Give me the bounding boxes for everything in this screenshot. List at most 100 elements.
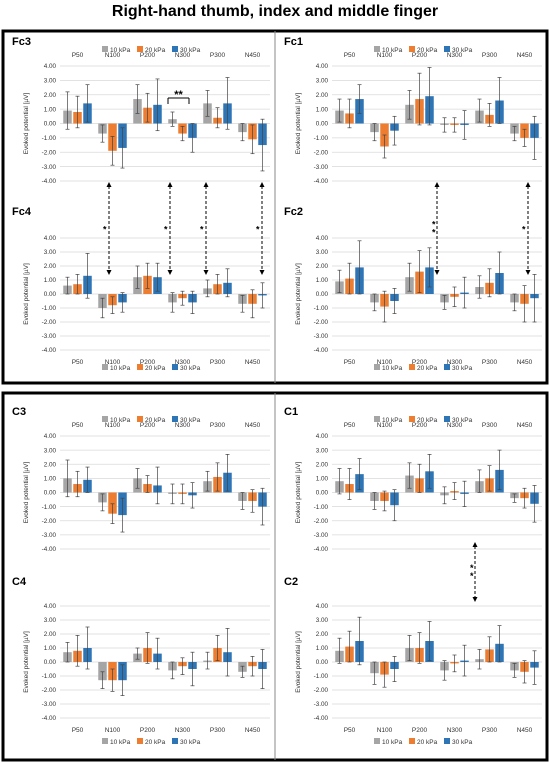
y-tick-label: -3.00: [42, 532, 57, 539]
y-tick-label: 3.00: [44, 78, 57, 85]
chart-panel-c3: C3 4.00 3.00 2.00 1.00 0.00 -1.00 -2.00 -3.00 -4.…: [12, 406, 270, 553]
y-tick-label: -2.00: [42, 319, 57, 326]
y-tick-label: -2.00: [42, 687, 57, 694]
y-tick-label: -2.00: [314, 518, 329, 525]
x-tick-label: P300: [482, 52, 498, 59]
x-tick-label: N300: [175, 727, 191, 734]
y-tick-label: 1.00: [44, 106, 57, 113]
y-tick-label: -4.00: [42, 715, 57, 722]
y-tick-label: 0.00: [316, 490, 329, 497]
legend-entry: 10 kPa: [110, 739, 131, 746]
y-tick-label: -2.00: [42, 518, 57, 525]
x-tick-label: N300: [447, 359, 463, 366]
legend-swatch: [409, 364, 415, 370]
legend-swatch: [374, 738, 380, 744]
y-tick-label: -1.00: [42, 305, 57, 312]
legend-entry: 10 kPa: [382, 47, 403, 54]
y-axis-title: Evoked potential [µV]: [23, 462, 30, 524]
y-tick-label: 0.00: [44, 121, 57, 128]
x-tick-label: N300: [447, 52, 463, 59]
y-tick-label: 1.00: [44, 645, 57, 652]
panel-label: C4: [12, 576, 27, 588]
y-tick-label: 1.00: [44, 277, 57, 284]
x-tick-label: P50: [344, 422, 356, 429]
significance-arrow: **: [432, 182, 440, 275]
x-tick-label: N100: [105, 727, 121, 734]
legend-swatch: [444, 46, 450, 52]
legend-entry: 10 kPa: [382, 365, 403, 372]
legend-entry: 10 kPa: [110, 417, 131, 424]
x-tick-label: P300: [482, 727, 498, 734]
y-tick-label: 0.00: [316, 291, 329, 298]
x-tick-label: P50: [72, 422, 84, 429]
y-tick-label: -2.00: [42, 149, 57, 156]
y-tick-label: 1.00: [316, 277, 329, 284]
y-tick-label: 3.00: [44, 447, 57, 454]
bar: [98, 662, 107, 681]
y-tick-label: -1.00: [42, 135, 57, 142]
legend-entry: 30 kPa: [452, 365, 473, 372]
panel-label: C3: [12, 406, 26, 418]
legend-entry: 20 kPa: [417, 365, 438, 372]
x-tick-label: P200: [412, 359, 428, 366]
legend-entry: 20 kPa: [145, 47, 166, 54]
y-tick-label: 0.00: [316, 659, 329, 666]
y-tick-label: -1.00: [314, 305, 329, 312]
chart-panel-fc4: Fc4 4.00 3.00 2.00 1.00 0.00 -1.00 -2.00 -3.00 -4…: [12, 206, 270, 372]
legend-entry: 10 kPa: [382, 739, 403, 746]
legend-entry: 30 kPa: [180, 365, 201, 372]
chart-panel-fc1: Fc1 4.00 3.00 2.00 1.00 0.00 -1.00 -2.00 -3.00 -4…: [284, 36, 542, 185]
y-tick-label: -3.00: [314, 532, 329, 539]
significance-arrow: *: [200, 182, 209, 275]
y-tick-label: 0.00: [44, 291, 57, 298]
chart-panel-c2: C2 4.00 3.00 2.00 1.00 0.00 -1.00 -2.00 -3.00 -4.…: [284, 576, 542, 746]
y-tick-label: -2.00: [314, 149, 329, 156]
y-tick-label: -2.00: [314, 319, 329, 326]
y-axis-title: Evoked potential [µV]: [23, 263, 30, 325]
y-tick-label: 4.00: [44, 235, 57, 242]
panel-label: Fc2: [284, 206, 303, 218]
sig-double-star: **: [174, 89, 183, 101]
sig-star: *: [522, 225, 526, 235]
x-tick-label: N450: [245, 359, 261, 366]
legend-entry: 20 kPa: [417, 417, 438, 424]
x-tick-label: P300: [210, 727, 226, 734]
sig-star: *: [470, 563, 474, 573]
y-axis-title: Evoked potential [µV]: [295, 93, 302, 155]
x-tick-label: N450: [517, 727, 533, 734]
x-tick-label: N100: [105, 359, 121, 366]
y-tick-label: 0.00: [44, 659, 57, 666]
legend-swatch: [102, 416, 108, 422]
significance-arrow: *: [103, 182, 112, 275]
y-tick-label: -1.00: [314, 504, 329, 511]
y-tick-label: 1.00: [316, 476, 329, 483]
y-tick-label: 4.00: [316, 235, 329, 242]
x-tick-label: P50: [72, 52, 84, 59]
y-tick-label: -4.00: [42, 347, 57, 354]
x-tick-label: P300: [210, 422, 226, 429]
x-tick-label: N450: [245, 52, 261, 59]
y-tick-label: -4.00: [314, 546, 329, 553]
legend-swatch: [137, 46, 143, 52]
y-tick-label: 4.00: [316, 433, 329, 440]
chart-panel-fc3: Fc3 4.00 3.00 2.00 1.00 0.00 -1.00 -2.00 -3.00 -4…: [12, 36, 270, 185]
y-tick-label: 3.00: [316, 617, 329, 624]
x-tick-label: P200: [412, 727, 428, 734]
x-tick-label: N450: [517, 422, 533, 429]
sig-star: *: [432, 228, 436, 238]
x-tick-label: N100: [377, 359, 393, 366]
legend-entry: 20 kPa: [417, 47, 438, 54]
y-tick-label: 2.00: [44, 461, 57, 468]
sig-star: *: [103, 225, 107, 235]
legend-swatch: [137, 738, 143, 744]
y-tick-label: 2.00: [316, 461, 329, 468]
x-tick-label: N100: [377, 727, 393, 734]
y-tick-label: -3.00: [42, 701, 57, 708]
y-tick-label: 2.00: [316, 631, 329, 638]
x-tick-label: P200: [412, 422, 428, 429]
sig-star: *: [200, 225, 204, 235]
y-tick-label: 1.00: [44, 476, 57, 483]
x-tick-label: P200: [140, 422, 156, 429]
x-tick-label: P200: [140, 727, 156, 734]
sig-star: *: [256, 225, 260, 235]
